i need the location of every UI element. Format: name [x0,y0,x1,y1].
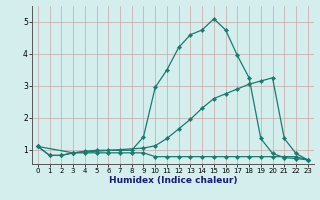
X-axis label: Humidex (Indice chaleur): Humidex (Indice chaleur) [108,176,237,185]
